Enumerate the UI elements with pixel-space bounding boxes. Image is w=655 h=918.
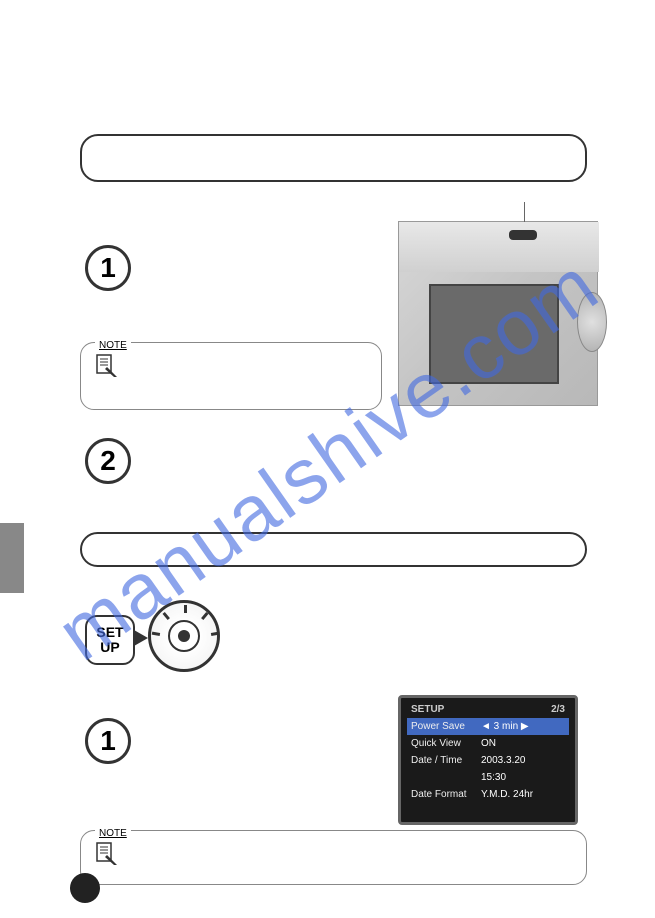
lcd-value: ON [481,738,496,749]
lcd-label: Quick View [411,738,481,749]
note-box-2: NOTE [80,830,587,885]
dial-tick [184,605,187,613]
lcd-title: SETUP [411,704,444,715]
note-label: NOTE [95,829,131,839]
camera-top-panel [399,222,599,272]
lcd-label: Power Save [411,721,481,732]
content-box-1 [80,134,587,182]
lcd-label [411,772,481,783]
setup-menu-screen: SETUP 2/3 Power Save ◄ 3 min ▶ Quick Vie… [398,695,578,825]
note-label: NOTE [95,341,131,351]
lcd-label: Date / Time [411,755,481,766]
lcd-row: Quick View ON [407,735,569,752]
setup-label: SETUP [85,615,135,665]
lcd-row: Date / Time 2003.3.20 [407,752,569,769]
camera-dial-edge [577,292,607,352]
dial-tick [201,612,208,620]
lcd-header: SETUP 2/3 [407,704,569,718]
lcd-page-indicator: 2/3 [551,704,565,715]
camera-pointer-line [524,202,525,222]
dial-tick [211,632,219,636]
side-tab [0,523,24,593]
lcd-label: Date Format [411,789,481,800]
step-number-1b: 1 [85,718,131,764]
setup-pointer-icon [134,630,148,646]
lcd-value: 2003.3.20 [481,755,526,766]
page-number-circle [70,873,100,903]
lcd-value: Y.M.D. 24hr [481,789,533,800]
lcd-row: Date Format Y.M.D. 24hr [407,786,569,803]
camera-photo [398,221,598,406]
camera-button [509,230,537,240]
step-number-2: 2 [85,438,131,484]
note-box-1: NOTE [80,342,382,410]
dial-tick [162,612,169,620]
step-number-1: 1 [85,245,131,291]
lcd-row: Power Save ◄ 3 min ▶ [407,718,569,735]
lcd-value: ◄ 3 min ▶ [481,721,529,732]
dial-tick [152,632,160,636]
content-box-2 [80,532,587,567]
note-icon [95,841,119,865]
note-icon [95,353,119,377]
lcd-value: 15:30 [481,772,506,783]
lcd-row: 15:30 [407,769,569,786]
camera-lcd-screen [429,284,559,384]
mode-dial [148,600,220,672]
